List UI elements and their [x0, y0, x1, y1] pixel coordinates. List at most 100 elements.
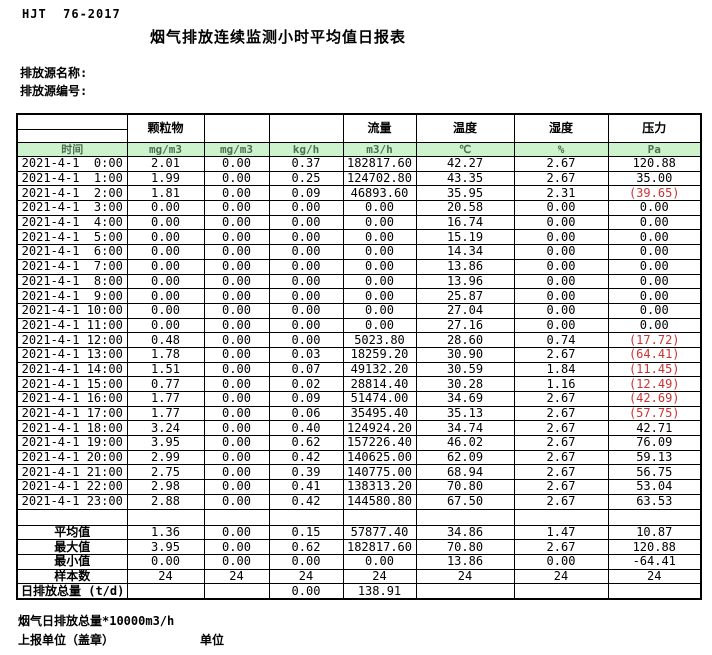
value-cell: 59.13 — [607, 449, 702, 466]
table-row: 2021-4-1 14:00 1.51 0.00 0.07 49132.20 30.59 1… — [16, 361, 702, 378]
value-cell: 51474.00 — [342, 391, 417, 407]
value-cell: 0.00 — [203, 361, 270, 378]
value-cell: 0.00 — [607, 317, 702, 334]
summary-value-cell: 24 — [203, 568, 270, 585]
value-cell: 0.00 — [342, 229, 417, 246]
value-cell: 42.71 — [607, 420, 702, 437]
value-cell: 2.67 — [513, 435, 609, 451]
value-cell: 46893.60 — [342, 185, 417, 202]
value-cell: 0.00 — [126, 273, 205, 290]
summary-value-cell: 24 — [607, 568, 702, 585]
time-cell: 2021-4-1 1:00 — [16, 170, 128, 187]
summary-label-cell: 最小值 — [16, 553, 128, 570]
table-row: 2021-4-1 1:00 1.99 0.00 0.25 124702.80 43.35 2… — [16, 170, 702, 187]
summary-value-cell: 24 — [126, 568, 205, 585]
value-cell: 2.67 — [513, 156, 609, 172]
value-cell: 2.31 — [513, 185, 609, 202]
value-cell: 0.00 — [607, 214, 702, 231]
value-cell: 0.00 — [126, 288, 205, 304]
time-cell: 2021-4-1 4:00 — [16, 214, 128, 231]
value-cell: (17.72) — [607, 332, 702, 348]
table-row: 2021-4-1 2:00 1.81 0.00 0.09 46893.60 35.95 2.… — [16, 185, 702, 202]
value-cell: 120.88 — [607, 156, 702, 172]
value-cell: 2.88 — [126, 493, 205, 510]
table-row: 2021-4-1 0:00 2.01 0.00 0.37 182817.60 42.27 2… — [16, 156, 702, 172]
spacer-cell — [268, 508, 344, 526]
value-cell: 2.67 — [513, 493, 609, 510]
value-cell: 0.00 — [126, 214, 205, 231]
value-cell: 30.90 — [415, 346, 515, 363]
value-cell: 0.00 — [268, 273, 344, 290]
value-cell: 0.00 — [203, 405, 270, 422]
value-cell: 0.00 — [607, 200, 702, 216]
value-cell: 49132.20 — [342, 361, 417, 378]
value-cell: 0.00 — [342, 258, 417, 275]
value-cell: 0.00 — [513, 200, 609, 216]
value-cell: 25.87 — [415, 288, 515, 304]
value-cell: 34.69 — [415, 391, 515, 407]
value-cell: 1.77 — [126, 405, 205, 422]
value-cell: 0.07 — [268, 361, 344, 378]
summary-value-cell: 0.00 — [342, 553, 417, 570]
value-cell: 35.00 — [607, 170, 702, 187]
table-row: 2021-4-1 12:00 0.48 0.00 0.00 5023.80 28.60 0.… — [16, 332, 702, 348]
summary-row: 最大值 3.95 0.00 0.62 182817.60 70.80 2.67 120.88 — [16, 539, 702, 555]
value-cell: 182817.60 — [342, 156, 417, 172]
value-cell: 0.00 — [203, 435, 270, 451]
time-cell: 2021-4-1 13:00 — [16, 346, 128, 363]
value-cell: 2.01 — [126, 156, 205, 172]
hourly-average-report-table: 颗粒物 流量 温度 湿度 压力 时间 mg/m3 mg/m3 kg/h m3/h… — [16, 113, 702, 600]
summary-value-cell: 1.47 — [513, 524, 609, 541]
table-header: 颗粒物 流量 温度 湿度 压力 时间 mg/m3 mg/m3 kg/h m3/h… — [16, 113, 702, 157]
value-cell: 2.67 — [513, 405, 609, 422]
table-row: 2021-4-1 5:00 0.00 0.00 0.00 0.00 15.19 0.00 0.… — [16, 229, 702, 246]
value-cell: 2.67 — [513, 479, 609, 495]
value-cell: 0.00 — [203, 346, 270, 363]
summary-value-cell: -64.41 — [607, 553, 702, 570]
summary-value-cell — [513, 583, 609, 600]
value-cell: 2.67 — [513, 391, 609, 407]
value-cell: 0.00 — [268, 200, 344, 216]
value-cell: 157226.40 — [342, 435, 417, 451]
value-cell: 67.50 — [415, 493, 515, 510]
value-cell: 0.00 — [607, 302, 702, 319]
summary-value-cell: 13.86 — [415, 553, 515, 570]
value-cell: 76.09 — [607, 435, 702, 451]
value-cell: 0.00 — [268, 244, 344, 260]
value-cell: 46.02 — [415, 435, 515, 451]
time-cell: 2021-4-1 22:00 — [16, 479, 128, 495]
value-cell: 0.00 — [126, 244, 205, 260]
value-cell: 0.00 — [126, 200, 205, 216]
summary-value-cell: 0.00 — [126, 553, 205, 570]
value-cell: 0.00 — [203, 156, 270, 172]
table-row: 2021-4-1 18:00 3.24 0.00 0.40 124924.20 34.74… — [16, 420, 702, 437]
table-row: 2021-4-1 17:00 1.77 0.00 0.06 35495.40 35.13 2… — [16, 405, 702, 422]
summary-value-cell: 0.15 — [268, 524, 344, 541]
table-row: 2021-4-1 8:00 0.00 0.00 0.00 0.00 13.96 0.00 0.… — [16, 273, 702, 290]
summary-value-cell: 70.80 — [415, 539, 515, 555]
value-cell: 0.00 — [126, 302, 205, 319]
spacer-cell — [203, 508, 270, 526]
value-cell: 0.00 — [342, 302, 417, 319]
summary-value-cell — [203, 583, 270, 600]
value-cell: 0.00 — [513, 288, 609, 304]
value-cell: 0.09 — [268, 391, 344, 407]
header-flow: 流量 — [342, 113, 417, 143]
value-cell: 70.80 — [415, 479, 515, 495]
value-cell: (42.69) — [607, 391, 702, 407]
summary-value-cell: 138.91 — [342, 583, 417, 600]
value-cell: 5023.80 — [342, 332, 417, 348]
table-row: 2021-4-1 7:00 0.00 0.00 0.00 0.00 13.86 0.00 0.… — [16, 258, 702, 275]
value-cell: 0.39 — [268, 464, 344, 481]
value-cell: 3.95 — [126, 435, 205, 451]
value-cell: 0.00 — [203, 229, 270, 246]
header-particulate: 颗粒物 — [126, 113, 205, 143]
value-cell: 62.09 — [415, 449, 515, 466]
value-cell: 1.77 — [126, 391, 205, 407]
value-cell: 0.00 — [203, 244, 270, 260]
value-cell: 0.00 — [513, 302, 609, 319]
header-corner-top-cell — [16, 113, 128, 130]
value-cell: 0.00 — [126, 258, 205, 275]
header-group-row: 颗粒物 流量 温度 湿度 压力 — [16, 113, 702, 143]
summary-value-cell: 0.00 — [268, 553, 344, 570]
